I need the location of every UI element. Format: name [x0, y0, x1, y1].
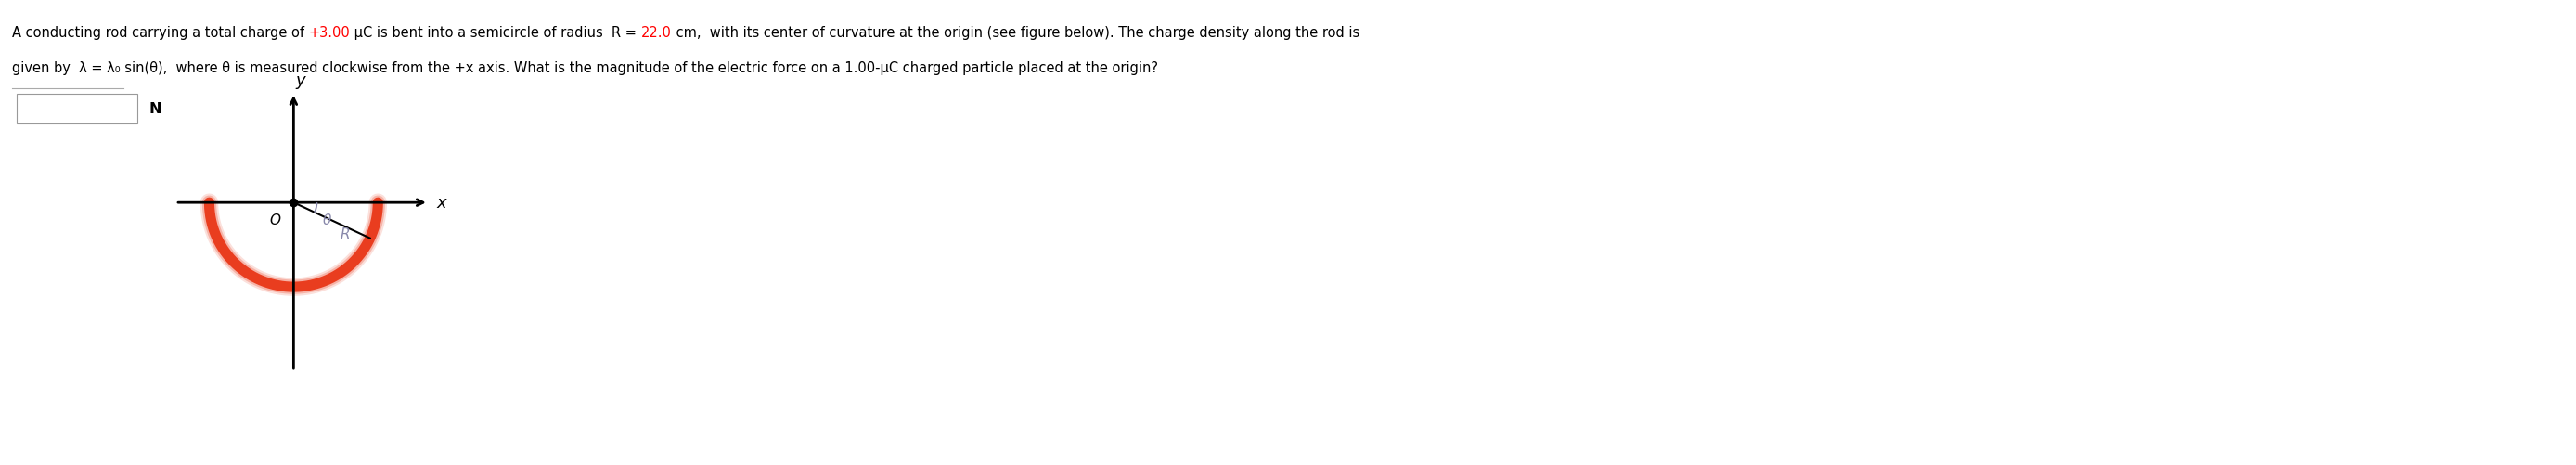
Text: θ: θ	[322, 213, 332, 227]
Text: +3.00: +3.00	[309, 26, 350, 40]
Text: cm,  with its center of curvature at the origin (see figure below). The charge d: cm, with its center of curvature at the …	[672, 26, 1360, 40]
Text: y: y	[296, 73, 304, 89]
Text: O: O	[270, 213, 281, 227]
Text: A conducting rod carrying a total charge of: A conducting rod carrying a total charge…	[13, 26, 309, 40]
FancyBboxPatch shape	[15, 94, 137, 124]
Text: R: R	[340, 226, 350, 240]
Text: N: N	[149, 102, 160, 116]
Text: 22.0: 22.0	[641, 26, 672, 40]
Text: given by  λ = λ₀ sin(θ),  where θ is measured clockwise from the +x axis. What i: given by λ = λ₀ sin(θ), where θ is measu…	[13, 61, 1159, 75]
Text: x: x	[438, 195, 446, 212]
Text: μC is bent into a semicircle of radius  R =: μC is bent into a semicircle of radius R…	[350, 26, 641, 40]
